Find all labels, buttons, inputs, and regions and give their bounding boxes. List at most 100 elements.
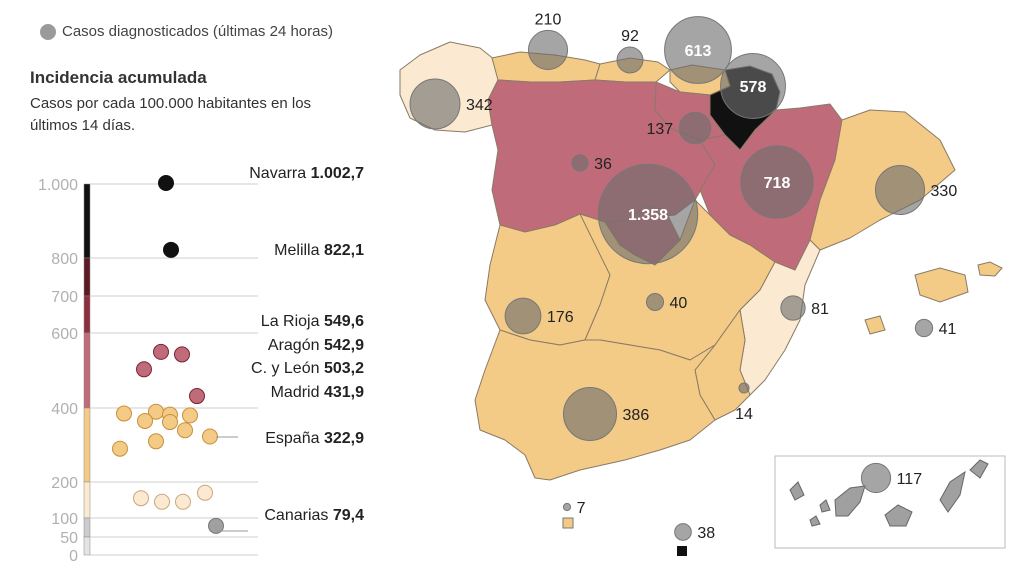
point-label: Aragón 542,9 — [268, 337, 364, 354]
bubble-label: 41 — [939, 321, 957, 338]
incidence-point — [136, 361, 152, 378]
case-bubble — [409, 78, 461, 130]
incidence-point — [162, 414, 178, 431]
point-label-name: Madrid — [271, 384, 324, 401]
case-bubble — [860, 462, 892, 494]
point-label-value: 549,6 — [324, 313, 364, 330]
y-tick-label: 1.000 — [38, 177, 78, 194]
bubble-label: 92 — [621, 28, 639, 45]
legend-circle-icon — [40, 24, 56, 40]
scale-band — [83, 407, 91, 483]
point-label-value: 322,9 — [324, 430, 364, 447]
ceuta-marker — [562, 517, 574, 529]
bubble-label: 210 — [535, 11, 562, 28]
scale-band — [83, 295, 91, 334]
incidence-point — [175, 493, 191, 510]
case-bubble — [678, 111, 712, 145]
point-label-name: España — [265, 430, 324, 447]
case-bubble — [914, 318, 934, 338]
incidence-point — [197, 484, 213, 501]
case-bubble — [645, 292, 665, 312]
case-bubble — [527, 29, 569, 71]
point-label-value: 431,9 — [324, 384, 364, 401]
incidence-point — [148, 433, 164, 450]
case-bubble — [664, 16, 732, 84]
island-menorca — [977, 261, 1003, 277]
bubble-label: 7 — [577, 500, 586, 517]
scale-band — [83, 332, 91, 409]
incidence-point — [208, 517, 224, 534]
island-la-palma — [789, 481, 805, 501]
point-label-name: Aragón — [268, 337, 324, 354]
point-label-name: Melilla — [274, 242, 324, 259]
case-bubble — [780, 295, 806, 321]
point-label: Madrid 431,9 — [271, 384, 365, 401]
chart-subtitle: Casos por cada 100.000 habitantes en los… — [30, 95, 312, 134]
incidence-point — [133, 490, 149, 507]
point-label-name: La Rioja — [261, 313, 324, 330]
incidence-point — [163, 241, 179, 258]
bubble-label: 81 — [811, 301, 829, 318]
incidence-scatter-chart: 1.000 800 700 600 400 200 100 500 Navarra 1.002,… — [38, 165, 365, 565]
bubble-label: 137 — [646, 121, 673, 138]
island-tenerife — [834, 485, 866, 517]
y-tick-label: 50 — [60, 530, 78, 547]
bubble-label: 578 — [740, 79, 767, 96]
incidence-point — [182, 407, 198, 424]
y-tick-label: 800 — [51, 251, 78, 268]
scale-band — [83, 536, 91, 556]
case-bubble — [874, 164, 926, 216]
island-lanzarote — [969, 459, 989, 479]
case-bubble — [562, 502, 572, 512]
point-label: C. y León 503,2 — [251, 360, 364, 377]
point-label-name: C. y León — [251, 360, 324, 377]
bubble-label: 613 — [685, 43, 712, 60]
scale-band — [83, 517, 91, 538]
incidence-point — [202, 428, 218, 445]
island-la-gomera — [819, 499, 831, 513]
point-label-value: 79,4 — [333, 507, 364, 524]
bubble-label: 330 — [931, 183, 958, 200]
bubble-label: 38 — [697, 525, 715, 542]
scale-band — [83, 257, 91, 297]
bubble-label: 40 — [670, 295, 688, 312]
melilla-marker — [677, 546, 687, 556]
island-ibiza — [864, 315, 886, 335]
incidence-point — [189, 388, 205, 405]
point-label-value: 542,9 — [324, 337, 364, 354]
incidence-point — [177, 422, 193, 439]
incidence-point — [112, 440, 128, 457]
canarias-inset — [774, 455, 1006, 549]
point-label-value: 503,2 — [324, 360, 364, 377]
point-label-name: Navarra — [249, 165, 310, 182]
case-bubble — [616, 46, 644, 74]
case-bubble — [740, 145, 814, 219]
incidence-point — [158, 175, 174, 192]
scale-band — [83, 183, 91, 259]
point-label: Navarra 1.002,7 — [249, 165, 364, 182]
island-gran-canaria — [884, 504, 913, 527]
bubble-label: 117 — [897, 471, 923, 488]
incidence-point — [137, 412, 153, 429]
y-tick-label: 200 — [51, 475, 78, 492]
case-bubble — [720, 53, 786, 119]
case-bubble — [674, 523, 692, 541]
case-bubble — [562, 386, 618, 442]
legend-label: Casos diagnosticados (últimas 24 horas) — [62, 23, 333, 40]
y-tick-label: 700 — [51, 289, 78, 306]
point-label-name: Canarias — [264, 507, 332, 524]
point-label: Melilla 822,1 — [274, 242, 364, 259]
bubble-label: 176 — [547, 309, 574, 326]
y-tick-label: 600 — [51, 326, 78, 343]
point-label: España 322,9 — [265, 430, 364, 447]
point-label: La Rioja 549,6 — [261, 313, 364, 330]
bubble-label: 1.358 — [628, 207, 668, 224]
point-label: Canarias 79,4 — [264, 507, 364, 524]
bubble-label: 342 — [466, 97, 493, 114]
case-bubble — [597, 163, 699, 265]
bubble-label: 14 — [735, 406, 753, 423]
bubble-label: 386 — [623, 407, 650, 424]
y-tick-label: 400 — [51, 401, 78, 418]
incidence-point — [154, 493, 170, 510]
